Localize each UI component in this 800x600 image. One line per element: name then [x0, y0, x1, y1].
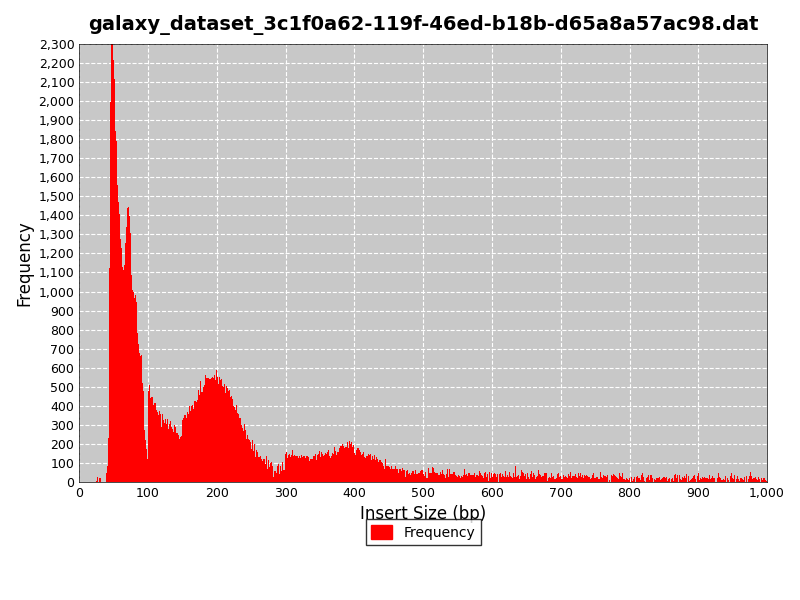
Y-axis label: Frequency: Frequency — [15, 220, 33, 306]
X-axis label: Insert Size (bp): Insert Size (bp) — [360, 505, 486, 523]
Legend: Frequency: Frequency — [366, 519, 481, 545]
Title: galaxy_dataset_3c1f0a62-119f-46ed-b18b-d65a8a57ac98.dat: galaxy_dataset_3c1f0a62-119f-46ed-b18b-d… — [88, 15, 758, 35]
